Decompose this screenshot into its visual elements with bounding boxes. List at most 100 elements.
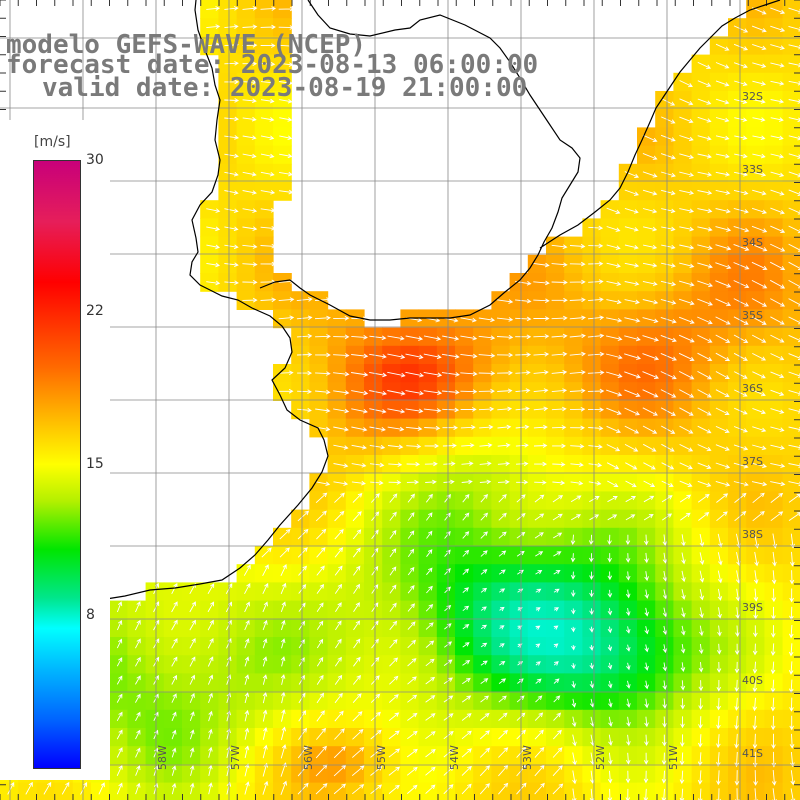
wind-arrow [407, 530, 415, 539]
wind-arrow [406, 766, 418, 776]
wind-arrow [498, 764, 509, 777]
wind-arrow [715, 425, 730, 433]
wind-arrow [625, 462, 638, 470]
lat-label: 39S [742, 601, 763, 614]
wind-arrow [351, 353, 369, 359]
wind-arrow [242, 171, 257, 177]
wind-arrow [735, 588, 741, 602]
wind-arrow [588, 462, 603, 468]
wind-arrow [316, 638, 324, 649]
wind-arrow [535, 588, 542, 593]
wind-arrow [387, 371, 406, 378]
wind-arrow [534, 747, 545, 758]
wind-arrow [679, 98, 694, 106]
wind-arrow [206, 244, 221, 250]
wind-arrow [697, 171, 713, 177]
wind-arrow [660, 371, 677, 380]
wind-arrow [588, 279, 604, 284]
lon-label: 54W [448, 745, 461, 770]
wind-arrow [388, 462, 403, 467]
wind-arrow [480, 712, 490, 721]
wind-arrow [571, 716, 577, 728]
wind-arrow [460, 371, 478, 377]
wind-arrow [643, 244, 658, 250]
wind-arrow [770, 389, 785, 396]
wind-arrow [316, 710, 325, 722]
wind-arrow [315, 408, 331, 413]
wind-arrow [716, 493, 729, 503]
wind-arrow [571, 608, 576, 615]
wind-arrow [662, 662, 668, 672]
wind-arrow [351, 408, 368, 414]
wind-arrow [461, 461, 474, 466]
wind-arrow [516, 479, 529, 485]
wind-arrow [387, 408, 406, 414]
wind-arrow [697, 244, 713, 250]
wind-arrow [407, 639, 416, 649]
wind-arrow [660, 352, 677, 361]
wind-arrow [462, 568, 470, 575]
wind-arrow [751, 279, 768, 289]
wind-arrow [535, 570, 543, 575]
wind-arrow [588, 534, 594, 545]
wind-arrow [770, 99, 785, 104]
wind-arrow [697, 389, 712, 398]
wind-arrow [662, 571, 668, 582]
wind-arrow [644, 534, 649, 546]
wind-arrow [333, 463, 349, 468]
wind-arrow [680, 625, 686, 636]
wind-arrow [135, 675, 141, 685]
wind-arrow [624, 207, 639, 214]
wind-cell [782, 764, 800, 784]
wind-arrow [333, 481, 349, 486]
wind-arrow [171, 747, 177, 758]
wind-arrow [280, 638, 286, 649]
wind-arrow [480, 660, 488, 666]
wind-arrow [423, 408, 442, 413]
wind-arrow [715, 444, 730, 451]
wind-arrow [224, 190, 239, 195]
wind-arrow [335, 602, 342, 612]
wind-arrow [135, 729, 141, 740]
wind-arrow [244, 709, 250, 722]
wind-arrow [770, 643, 776, 656]
wind-arrow [297, 745, 308, 759]
wind-arrow [189, 601, 196, 613]
wind-arrow [478, 406, 495, 412]
wind-arrow [680, 716, 685, 729]
wind-arrow [279, 528, 291, 540]
wind-arrow [753, 770, 758, 786]
wind-arrow [407, 784, 418, 794]
wind-arrow [751, 25, 767, 33]
wind-arrow [717, 552, 723, 566]
wind-arrow [135, 638, 141, 649]
wind-arrow [297, 407, 312, 413]
wind-arrow [280, 601, 286, 613]
wind-arrow [534, 513, 545, 521]
wind-arrow [734, 80, 748, 87]
wind-arrow [715, 226, 732, 232]
wind-arrow [679, 443, 694, 452]
wind-cell [782, 273, 800, 292]
wind-arrow [662, 716, 667, 728]
wind-arrow [260, 261, 277, 267]
wind-arrow [697, 493, 710, 503]
wind-arrow [333, 426, 349, 432]
wind-arrow [407, 512, 415, 521]
wind-arrow [553, 678, 560, 684]
wind-arrow [479, 442, 493, 448]
wind-arrow [352, 511, 362, 522]
wind-arrow [407, 548, 415, 558]
wind-arrow [570, 571, 576, 580]
wind-arrow [423, 371, 443, 378]
wind-arrow [642, 353, 660, 361]
wind-arrow [608, 716, 613, 727]
wind-arrow [370, 729, 382, 740]
wind-arrow [660, 316, 677, 324]
wind-arrow [662, 698, 668, 709]
wind-arrow [260, 24, 276, 30]
wind-arrow [244, 619, 250, 631]
wind-arrow [405, 371, 425, 378]
wind-arrow [697, 153, 712, 159]
wind-arrow [662, 607, 668, 618]
